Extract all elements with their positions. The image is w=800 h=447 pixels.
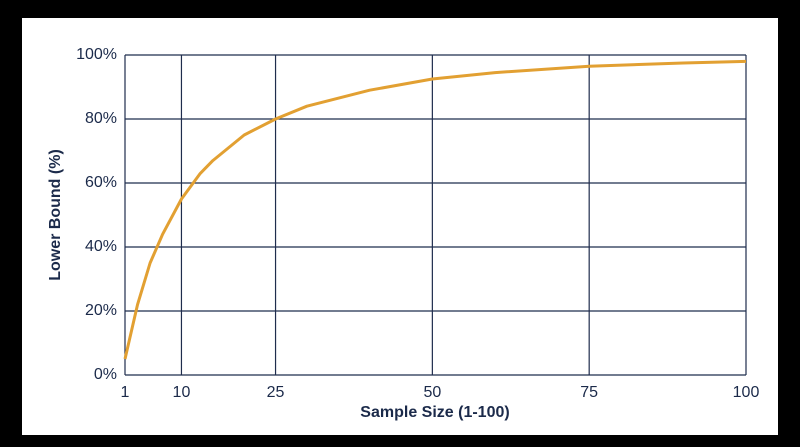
y-tick-label: 100% (76, 46, 117, 63)
x-tick-label: 1 (121, 384, 130, 401)
y-tick-label: 60% (85, 174, 117, 191)
x-axis-label: Sample Size (1-100) (360, 404, 509, 421)
line (123, 59, 747, 360)
y-tick-label: 80% (85, 110, 117, 127)
x-tick-label: 10 (173, 384, 191, 401)
x-tick-label: 100 (733, 384, 760, 401)
y-tick-label: 20% (85, 302, 117, 319)
x-tick-label: 25 (267, 384, 285, 401)
x-tick-label: 75 (580, 384, 598, 401)
y-tick-label: 0% (94, 366, 117, 383)
y-axis-label: Lower Bound (%) (47, 149, 64, 281)
x-tick-label: 50 (423, 384, 441, 401)
background (22, 18, 778, 435)
y-tick-label: 40% (85, 238, 117, 255)
